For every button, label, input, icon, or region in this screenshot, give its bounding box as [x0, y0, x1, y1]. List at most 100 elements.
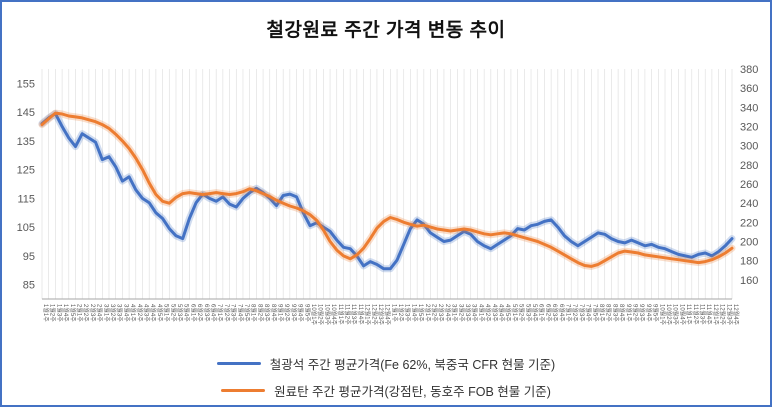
- svg-text:95: 95: [23, 251, 35, 263]
- svg-text:4월5주: 4월5주: [156, 304, 164, 322]
- svg-text:3월1주: 3월1주: [102, 304, 110, 322]
- svg-text:125: 125: [17, 165, 35, 177]
- svg-text:4월4주: 4월4주: [498, 304, 506, 322]
- svg-text:300: 300: [740, 141, 758, 153]
- svg-text:220: 220: [740, 217, 758, 229]
- svg-text:180: 180: [740, 256, 758, 268]
- svg-text:115: 115: [17, 193, 35, 205]
- svg-text:2월2주: 2월2주: [82, 304, 90, 322]
- svg-text:7월2주: 7월2주: [571, 304, 579, 322]
- svg-text:5월1주: 5월1주: [511, 304, 519, 322]
- svg-text:2월4주: 2월4주: [96, 304, 104, 322]
- svg-text:8월1주: 8월1주: [250, 304, 258, 322]
- svg-text:8월3주: 8월3주: [611, 304, 619, 322]
- svg-text:4월4주: 4월4주: [149, 304, 157, 322]
- svg-text:6월2주: 6월2주: [544, 304, 552, 322]
- svg-text:11월3주: 11월3주: [699, 304, 707, 325]
- svg-text:105: 105: [17, 222, 35, 234]
- svg-text:9월3주: 9월3주: [290, 304, 298, 322]
- svg-text:280: 280: [740, 160, 758, 172]
- svg-text:6월4주: 6월4주: [558, 304, 566, 322]
- svg-text:4월1주: 4월1주: [477, 304, 485, 322]
- svg-text:9월3주: 9월3주: [638, 304, 646, 322]
- svg-text:155: 155: [17, 78, 35, 90]
- svg-text:135: 135: [17, 136, 35, 148]
- svg-text:10월3주: 10월3주: [672, 304, 680, 326]
- svg-text:8월2주: 8월2주: [256, 304, 264, 322]
- svg-text:1월2주: 1월2주: [49, 304, 57, 322]
- svg-text:7월5주: 7월5주: [243, 304, 251, 322]
- svg-text:3월1주: 3월1주: [451, 304, 459, 322]
- svg-text:11월4주: 11월4주: [705, 304, 713, 325]
- svg-text:380: 380: [740, 64, 758, 76]
- svg-text:11월1주: 11월1주: [337, 304, 345, 325]
- svg-text:1월4주: 1월4주: [410, 304, 418, 322]
- svg-text:5월1주: 5월1주: [163, 304, 171, 322]
- legend-item-coking-coal: 원료탄 주간 평균가격(강점탄, 동호주 FOB 현물 기준): [221, 381, 551, 400]
- svg-text:160: 160: [740, 275, 758, 287]
- svg-text:3월3주: 3월3주: [116, 304, 124, 322]
- svg-text:3월4주: 3월4주: [122, 304, 130, 322]
- svg-text:7월3주: 7월3주: [230, 304, 238, 322]
- svg-text:10월4주: 10월4주: [330, 304, 338, 326]
- svg-text:6월1주: 6월1주: [538, 304, 546, 322]
- svg-text:320: 320: [740, 122, 758, 134]
- svg-text:200: 200: [740, 237, 758, 249]
- svg-text:12월2주: 12월2주: [719, 304, 727, 326]
- legend-label-coking-coal: 원료탄 주간 평균가격(강점탄, 동호주 FOB 현물 기준): [274, 385, 551, 399]
- svg-text:12월1주: 12월1주: [712, 304, 720, 326]
- svg-text:2월4주: 2월4주: [444, 304, 452, 322]
- svg-text:260: 260: [740, 179, 758, 191]
- legend-swatch-coking-coal: [221, 388, 266, 393]
- svg-text:8월3주: 8월3주: [263, 304, 271, 322]
- svg-text:5월3주: 5월3주: [524, 304, 532, 322]
- svg-text:9월2주: 9월2주: [632, 304, 640, 322]
- svg-text:9월4주: 9월4주: [297, 304, 305, 322]
- chart-title: 철강원료 주간 가격 변동 추이: [266, 20, 506, 41]
- svg-text:7월4주: 7월4주: [585, 304, 593, 322]
- svg-text:8월4주: 8월4주: [618, 304, 626, 322]
- svg-text:5월3주: 5월3주: [176, 304, 184, 322]
- svg-text:2월3주: 2월3주: [89, 304, 97, 322]
- svg-text:3월2주: 3월2주: [457, 304, 465, 322]
- svg-text:1월3주: 1월3주: [404, 304, 412, 322]
- svg-text:12월1주: 12월1주: [364, 304, 372, 326]
- svg-text:7월2주: 7월2주: [223, 304, 231, 322]
- svg-text:1월5주: 1월5주: [69, 304, 77, 322]
- svg-text:12월3주: 12월3주: [725, 304, 733, 326]
- svg-text:5월2주: 5월2주: [518, 304, 526, 322]
- svg-text:9월4주: 9월4주: [645, 304, 653, 322]
- svg-text:5월4주: 5월4주: [183, 304, 191, 322]
- svg-text:11월4주: 11월4주: [357, 304, 365, 325]
- svg-text:2월1주: 2월1주: [424, 304, 432, 322]
- svg-text:8월4주: 8월4주: [270, 304, 278, 322]
- svg-text:1월4주: 1월4주: [62, 304, 70, 322]
- svg-text:4월3주: 4월3주: [142, 304, 150, 322]
- svg-text:7월4주: 7월4주: [236, 304, 244, 322]
- plot-area: 85 95 105 115 125 135 145 155 160 180 200 220 240 260…: [2, 44, 770, 344]
- svg-text:11월2주: 11월2주: [692, 304, 700, 325]
- svg-text:6월3주: 6월3주: [203, 304, 211, 322]
- svg-text:10월2주: 10월2주: [665, 304, 673, 326]
- svg-text:7월1주: 7월1주: [565, 304, 573, 322]
- left-axis-ticks: 85 95 105 115 125 135 145 155: [17, 78, 35, 291]
- svg-text:7월5주: 7월5주: [591, 304, 599, 322]
- svg-text:10월4주: 10월4주: [678, 304, 686, 326]
- svg-text:4월2주: 4월2주: [136, 304, 144, 322]
- svg-text:6월1주: 6월1주: [189, 304, 197, 322]
- svg-text:11월1주: 11월1주: [685, 304, 693, 325]
- svg-text:8월2주: 8월2주: [605, 304, 613, 322]
- x-axis-labels: 1월1주 1월2주 1월3주 1월4주 1월5주 2월1주 2월2주 2월3주 2월4주 3월1주…: [42, 304, 740, 326]
- svg-text:7월1주: 7월1주: [216, 304, 224, 322]
- svg-text:9월5주: 9월5주: [303, 304, 311, 322]
- svg-text:9월2주: 9월2주: [283, 304, 291, 322]
- svg-text:5월2주: 5월2주: [169, 304, 177, 322]
- svg-text:12월3주: 12월3주: [377, 304, 385, 326]
- svg-text:240: 240: [740, 198, 758, 210]
- svg-text:2월3주: 2월3주: [437, 304, 445, 322]
- svg-text:340: 340: [740, 102, 758, 114]
- svg-text:85: 85: [23, 280, 35, 292]
- vertical-gridlines: [41, 69, 733, 299]
- svg-text:1월2주: 1월2주: [397, 304, 405, 322]
- svg-text:1월1주: 1월1주: [390, 304, 398, 322]
